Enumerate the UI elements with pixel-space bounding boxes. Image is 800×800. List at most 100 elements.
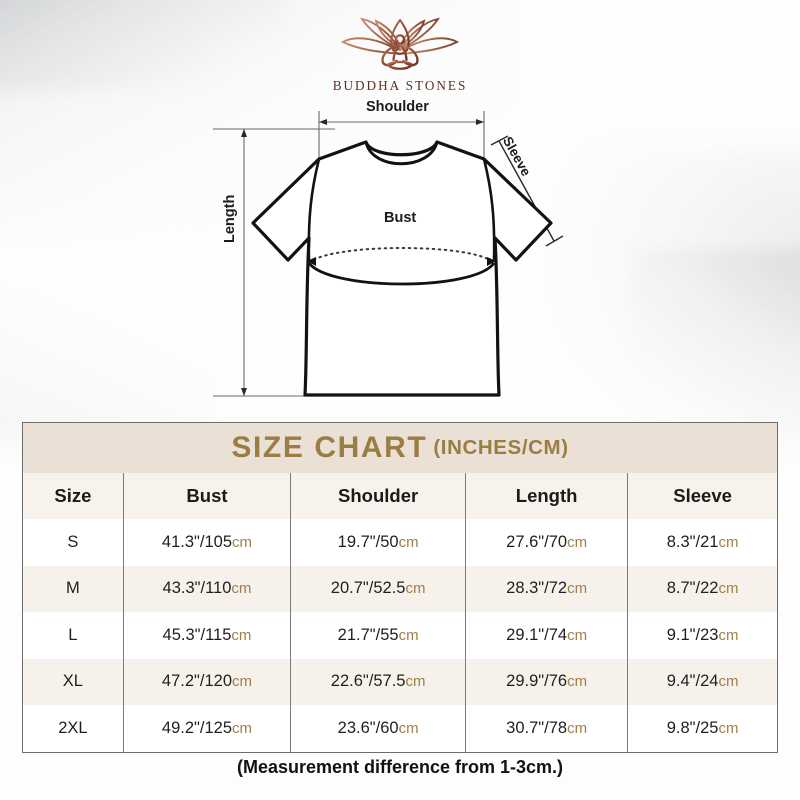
cell-sleeve-value: 8.3"/21 [666, 532, 719, 551]
cell-length-value: 29.9"/76 [506, 672, 568, 691]
armhole-left [307, 158, 321, 261]
table-row: M 43.3"/110cm 20.7"/52.5cm 28.3"/72cm 8.… [23, 565, 777, 612]
cell-bust: 43.3"/110cm [122, 565, 291, 612]
cell-shoulder-unit: cm [398, 533, 419, 551]
brand-logo: BUDDHA STONES [0, 14, 800, 94]
length-label: Length [222, 194, 238, 243]
cell-bust-unit: cm [232, 533, 253, 551]
cell-bust-unit: cm [232, 719, 253, 737]
cell-bust-value: 49.2"/125 [161, 718, 233, 737]
cell-shoulder-value: 21.7"/55 [337, 625, 399, 644]
cell-length-value: 30.7"/78 [506, 718, 568, 737]
cell-length: 29.1"/74cm [465, 612, 628, 659]
tshirt-measurement-svg [213, 111, 564, 397]
bust-line-dashed [308, 247, 495, 264]
cell-shoulder-unit: cm [398, 719, 419, 737]
cell-size: L [23, 612, 124, 659]
table-title-main: SIZE CHART [231, 431, 428, 464]
cell-shoulder: 23.6"/60cm [290, 705, 466, 752]
bust-arrows [307, 257, 496, 266]
cell-bust: 49.2"/125cm [122, 705, 291, 752]
cell-size: S [23, 519, 124, 566]
cell-bust-value: 47.2"/120 [161, 672, 233, 691]
size-chart-table-container: SIZE CHART (INCHES/CM) Size Bust Shoulder… [22, 422, 778, 753]
cell-length-unit: cm [567, 673, 588, 691]
cell-sleeve: 8.7"/22cm [627, 565, 777, 612]
cell-sleeve: 9.1"/23cm [627, 612, 777, 659]
table-header-row: Size Bust Shoulder Length Sleeve [23, 473, 777, 519]
cell-length-unit: cm [567, 533, 588, 551]
cell-size: 2XL [23, 705, 124, 752]
table-row: S 41.3"/105cm 19.7"/50cm 27.6"/70cm 8.3"… [23, 519, 777, 566]
bust-label: Bust [384, 210, 417, 226]
cell-sleeve-unit: cm [718, 673, 739, 691]
brand-name: BUDDHA STONES [332, 78, 468, 93]
cell-size: M [23, 565, 124, 612]
column-header-bust: Bust [122, 473, 291, 519]
cell-sleeve: 8.3"/21cm [627, 519, 777, 566]
cell-bust-value: 45.3"/115 [162, 625, 232, 644]
cell-shoulder-value: 20.7"/52.5 [330, 579, 406, 598]
shoulder-label: Shoulder [366, 99, 429, 115]
cell-sleeve-unit: cm [718, 719, 739, 737]
tshirt-outline [251, 140, 553, 397]
cell-bust-unit: cm [231, 580, 252, 598]
table-title-sub: (INCHES/CM) [433, 435, 569, 459]
cell-shoulder-unit: cm [398, 626, 419, 644]
cell-shoulder: 20.7"/52.5cm [290, 565, 466, 612]
table-title-cell: SIZE CHART (INCHES/CM) [23, 423, 777, 473]
cell-bust-value: 43.3"/110 [162, 579, 232, 598]
cell-length: 27.6"/70cm [465, 519, 628, 566]
meditating-figure-icon [381, 34, 419, 70]
cell-shoulder: 21.7"/55cm [290, 612, 466, 659]
cell-shoulder-unit: cm [405, 673, 426, 691]
cell-length-value: 27.6"/70 [506, 532, 568, 551]
cell-shoulder-value: 22.6"/57.5 [330, 672, 406, 691]
column-header-size: Size [23, 473, 124, 519]
cell-bust: 47.2"/120cm [122, 658, 291, 705]
length-arrows [241, 129, 247, 396]
cell-sleeve-value: 9.1"/23 [666, 625, 719, 644]
cell-sleeve-value: 9.8"/25 [666, 718, 719, 737]
cell-length-value: 28.3"/72 [506, 579, 568, 598]
size-chart-table: SIZE CHART (INCHES/CM) Size Bust Shoulder… [23, 423, 777, 752]
cell-length-value: 29.1"/74 [506, 625, 568, 644]
shoulder-arrows [319, 119, 484, 125]
cell-length-unit: cm [567, 719, 588, 737]
cell-bust-unit: cm [232, 673, 253, 691]
cell-sleeve: 9.8"/25cm [627, 705, 777, 752]
table-row: L 45.3"/115cm 21.7"/55cm 29.1"/74cm 9.1"… [23, 612, 777, 659]
cell-length: 30.7"/78cm [465, 705, 628, 752]
cell-bust-value: 41.3"/105 [161, 532, 233, 551]
cell-bust: 45.3"/115cm [122, 612, 291, 659]
measurement-note: (Measurement difference from 1-3cm.) [236, 757, 564, 777]
cell-length-unit: cm [567, 626, 588, 644]
column-header-shoulder: Shoulder [290, 473, 466, 519]
cell-sleeve-unit: cm [718, 533, 739, 551]
cell-shoulder: 22.6"/57.5cm [290, 658, 466, 705]
neckline [364, 140, 439, 166]
cell-shoulder-value: 19.7"/50 [337, 532, 399, 551]
column-header-sleeve: Sleeve [627, 473, 777, 519]
armhole-right [482, 158, 496, 261]
cell-sleeve-value: 9.4"/24 [666, 672, 719, 691]
cell-shoulder-unit: cm [405, 580, 426, 598]
cell-length-unit: cm [567, 580, 588, 598]
cell-sleeve-unit: cm [718, 580, 739, 598]
cell-shoulder-value: 23.6"/60 [337, 718, 399, 737]
table-row: 2XL 49.2"/125cm 23.6"/60cm 30.7"/78cm 9.… [23, 705, 777, 752]
cell-shoulder: 19.7"/50cm [290, 519, 466, 566]
table-row: XL 47.2"/120cm 22.6"/57.5cm 29.9"/76cm 9… [23, 658, 777, 705]
bust-line-solid [307, 262, 496, 286]
cell-bust-unit: cm [231, 626, 252, 644]
column-header-length: Length [465, 473, 628, 519]
cell-sleeve-value: 8.7"/22 [666, 579, 719, 598]
cell-length: 28.3"/72cm [465, 565, 628, 612]
table-title-row: SIZE CHART (INCHES/CM) [23, 423, 777, 473]
cell-bust: 41.3"/105cm [122, 519, 291, 566]
cell-size: XL [23, 658, 124, 705]
cell-length: 29.9"/76cm [465, 658, 628, 705]
tshirt-diagram: Shoulder Bust Length Sleeve [0, 95, 800, 415]
cell-sleeve: 9.4"/24cm [627, 658, 777, 705]
